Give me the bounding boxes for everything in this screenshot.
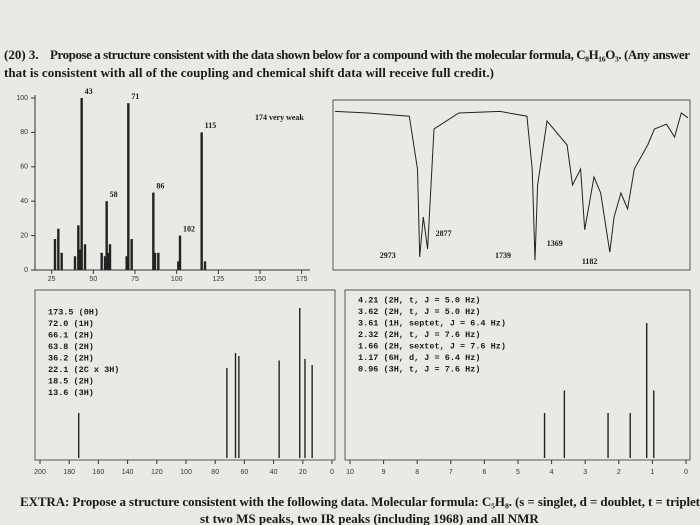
ir-label: 1182: [582, 257, 598, 266]
x-tick-label: 50: [89, 276, 97, 283]
ir-label: 2877: [436, 229, 452, 238]
x-tick-label: 2: [617, 469, 621, 476]
extra-line: EXTRA: Propose a structure consistent wi…: [20, 494, 700, 509]
x-tick-label: 7: [449, 469, 453, 476]
ms-peak: [157, 252, 160, 270]
ms-peak: [100, 252, 103, 270]
ms-peak-label: 86: [156, 181, 164, 190]
ms-peak: [57, 228, 60, 270]
x-tick-label: 40: [270, 469, 278, 476]
x-tick-label: 80: [211, 469, 219, 476]
ms-peak-label: 58: [110, 190, 118, 199]
x-tick-label: 140: [122, 469, 134, 476]
ms-peak: [73, 256, 77, 270]
x-tick-label: 5: [516, 469, 520, 476]
shift-line: 3.62 (2H, t, J = 5.0 Hz): [358, 307, 480, 317]
ms-peak: [125, 256, 128, 270]
ms-peak: [80, 98, 83, 270]
x-tick-label: 1: [650, 469, 654, 476]
c13-frame: [34, 289, 336, 461]
shift-line: 18.5 (2H): [48, 376, 94, 386]
ms-peak: [178, 235, 182, 270]
ir-label: 1369: [547, 239, 563, 248]
ms-peak: [77, 225, 80, 270]
shift-line: 63.8 (2H): [48, 342, 94, 352]
x-tick-label: 175: [296, 276, 308, 283]
x-tick-label: 100: [180, 469, 192, 476]
ms-peak: [60, 252, 63, 270]
x-tick-label: 3: [583, 469, 587, 476]
shift-line: 72.0 (1H): [48, 319, 94, 329]
x-tick-label: 120: [151, 469, 163, 476]
ms-peak: [153, 252, 157, 270]
x-tick-label: 0: [330, 469, 334, 476]
ms-peak: [105, 201, 108, 270]
question-line: that is consistent with all of the coupl…: [4, 65, 494, 80]
x-tick-label: 160: [93, 469, 105, 476]
extra-line: st two MS peaks, two IR peaks (including…: [200, 511, 539, 525]
x-tick-label: 180: [63, 469, 75, 476]
question-number: (20) 3.: [4, 47, 39, 62]
shift-line: 2.32 (2H, t, J = 7.6 Hz): [358, 330, 480, 340]
question-line: Propose a structure consistent with the …: [50, 47, 690, 62]
x-tick-label: 25: [48, 276, 56, 283]
ms-peak-label: 71: [131, 92, 139, 101]
ms-peak: [78, 249, 82, 270]
ir-frame: [332, 99, 691, 271]
ms-peak-label: 43: [85, 87, 93, 96]
ms-peak: [152, 192, 155, 270]
shift-line: 66.1 (2H): [48, 330, 94, 340]
ir-label: 2973: [380, 251, 396, 260]
y-tick-label: 0: [24, 267, 28, 274]
ms-peak: [203, 261, 207, 270]
y-tick-label: 20: [20, 232, 28, 239]
y-tick-label: 60: [20, 164, 28, 171]
x-tick-label: 4: [550, 469, 554, 476]
y-tick-label: 80: [20, 129, 28, 136]
ms-annotation: 174 very weak: [255, 113, 304, 122]
ms-peak: [53, 239, 57, 270]
x-tick-label: 6: [482, 469, 486, 476]
x-tick-label: 8: [415, 469, 419, 476]
ir-label: 1739: [495, 251, 511, 260]
ms-peak: [200, 132, 203, 270]
ms-peak: [83, 244, 87, 270]
shift-line: 36.2 (2H): [48, 353, 94, 363]
ms-peak-label: 102: [183, 224, 195, 233]
x-tick-label: 0: [684, 469, 688, 476]
shift-line: 13.6 (3H): [48, 388, 94, 398]
shift-line: 3.61 (1H, septet, J = 6.4 Hz): [358, 318, 506, 328]
shift-line: 1.17 (6H, d, J = 6.4 Hz): [358, 353, 480, 363]
x-tick-label: 200: [34, 469, 46, 476]
x-tick-label: 125: [212, 276, 224, 283]
x-tick-label: 75: [131, 276, 139, 283]
ms-peak: [108, 244, 112, 270]
x-tick-label: 150: [254, 276, 266, 283]
x-tick-label: 100: [171, 276, 183, 283]
x-tick-label: 60: [241, 469, 249, 476]
ms-peak: [107, 252, 110, 270]
x-tick-label: 20: [299, 469, 307, 476]
shift-line: 173.5 (0H): [48, 307, 99, 317]
ir-spectrum: [334, 110, 689, 261]
ms-peak: [127, 103, 130, 270]
ms-peak-label: 115: [205, 121, 217, 130]
shift-line: 22.1 (2C x 3H): [48, 365, 119, 375]
x-tick-label: 10: [346, 469, 354, 476]
shift-line: 0.96 (3H, t, J = 7.6 Hz): [358, 364, 480, 374]
y-tick-label: 40: [20, 198, 28, 205]
ms-peak: [177, 261, 180, 270]
ms-peak: [130, 239, 133, 270]
x-tick-label: 9: [382, 469, 386, 476]
y-tick-label: 100: [16, 95, 28, 102]
ms-peak: [103, 256, 107, 270]
shift-line: 1.66 (2H, sextet, J = 7.6 Hz): [358, 341, 506, 351]
shift-line: 4.21 (2H, t, J = 5.0 Hz): [358, 295, 480, 305]
